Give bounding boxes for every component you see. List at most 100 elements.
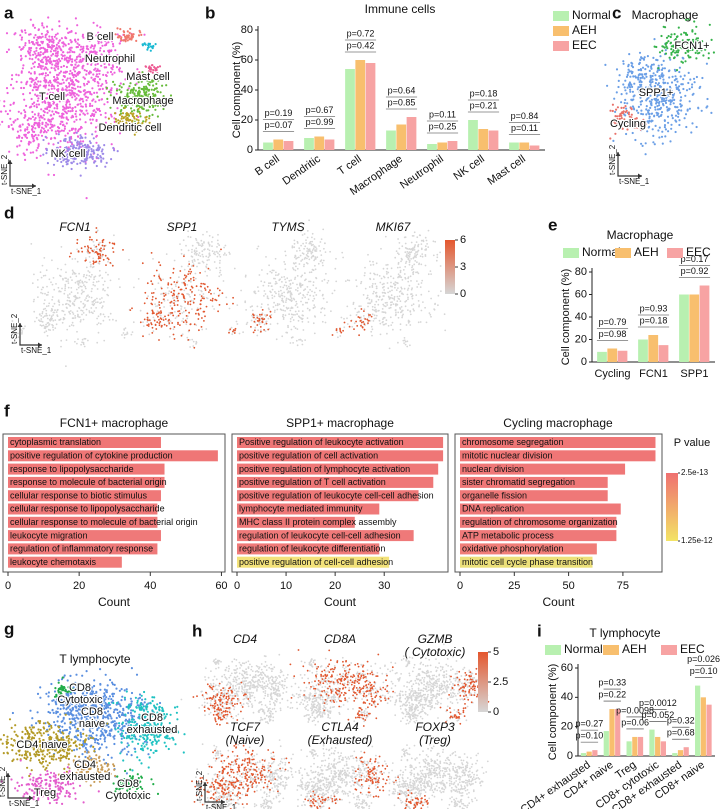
cluster-label: Neutrophil bbox=[85, 53, 135, 65]
colorbar bbox=[478, 652, 488, 712]
cluster-points bbox=[53, 676, 74, 699]
cluster-label: exhausted bbox=[60, 771, 111, 783]
expressing-cells bbox=[439, 667, 490, 725]
term-label: lymphocyte mediated immunity bbox=[239, 504, 363, 514]
p-value: p=0.64 bbox=[388, 85, 416, 95]
cluster-label: naive bbox=[79, 718, 105, 730]
bar bbox=[460, 516, 617, 528]
x-tick-label: 0 bbox=[234, 580, 240, 592]
arrow-head bbox=[5, 773, 33, 801]
cluster-label: Mast cell bbox=[126, 71, 169, 83]
p-value: p=0.99 bbox=[306, 117, 334, 127]
cluster-points bbox=[107, 106, 151, 136]
x-tick-label: 20 bbox=[329, 580, 341, 592]
cluster-points bbox=[0, 713, 109, 778]
cluster-label: CD8 bbox=[81, 706, 103, 718]
bar bbox=[683, 747, 689, 756]
gene-label: FOXP3 bbox=[415, 720, 455, 734]
gene-label: TYMS bbox=[271, 220, 304, 234]
p-value: p=0.42 bbox=[347, 40, 375, 50]
bar bbox=[237, 476, 434, 488]
panel-label: b bbox=[205, 3, 215, 22]
cell-points bbox=[228, 219, 345, 347]
term-label: leukocyte chemotaxis bbox=[10, 557, 97, 567]
x-tick-label: SPP1 bbox=[680, 368, 708, 380]
x-tick-label: 40 bbox=[144, 580, 156, 592]
p-value: p=0.22 bbox=[598, 689, 626, 699]
chart-title: Macrophage bbox=[607, 228, 674, 242]
gene-label: CD4 bbox=[233, 632, 257, 646]
x-axis-label: Count bbox=[324, 595, 357, 609]
term-label: Positive regulation of leukocyte activat… bbox=[239, 437, 404, 447]
p-value: p=0.0012 bbox=[639, 698, 677, 708]
cell-points bbox=[180, 653, 303, 726]
x-tick-label: B cell bbox=[253, 153, 282, 178]
x-axis-label: Count bbox=[542, 595, 575, 609]
bar bbox=[8, 476, 165, 488]
cluster-points bbox=[141, 42, 157, 52]
bar bbox=[365, 63, 376, 150]
bar bbox=[648, 335, 659, 362]
legend-label: Normal bbox=[582, 245, 621, 259]
term-label: positive regulation of cytokine producti… bbox=[10, 450, 173, 460]
bar bbox=[237, 490, 419, 502]
legend-label: AEH bbox=[634, 245, 659, 259]
expressing-cells bbox=[68, 227, 124, 267]
axis-arrow bbox=[9, 160, 36, 187]
expressing-cells bbox=[129, 248, 234, 349]
term-label: regulation of leukocyte cell-cell adhesi… bbox=[239, 530, 401, 540]
bar bbox=[8, 450, 218, 462]
p-value: p=0.32 bbox=[667, 716, 695, 726]
bar bbox=[324, 139, 335, 150]
chart-title: FCN1+ macrophage bbox=[60, 416, 169, 430]
bar bbox=[660, 741, 666, 756]
cell-points bbox=[121, 230, 247, 349]
y-tick-label: 20 bbox=[561, 721, 573, 733]
cluster-label: exhausted bbox=[127, 724, 178, 736]
cluster-points bbox=[609, 103, 647, 140]
y-tick-label: 40 bbox=[241, 84, 253, 96]
cluster-points bbox=[653, 18, 715, 72]
term-label: regulation of inflammatory response bbox=[10, 544, 153, 554]
term-label: positive regulation of lymphocyte activa… bbox=[239, 464, 410, 474]
chart-title: T lymphocyte bbox=[589, 626, 660, 640]
p-value: p=0.0098 bbox=[616, 705, 654, 715]
x-tick-label: FCN1 bbox=[639, 368, 668, 380]
term-label: oxidative phosphorylation bbox=[462, 544, 564, 554]
bar bbox=[699, 285, 710, 362]
term-label: positive regulation of leukocyte cell-ce… bbox=[239, 490, 434, 500]
y-tick-label: 0 bbox=[567, 750, 573, 762]
expressing-cells bbox=[192, 681, 250, 726]
term-label: cytoplasmic translation bbox=[10, 437, 101, 447]
x-tick-label: Dendritic bbox=[280, 153, 323, 188]
y-axis-label: Cell component (%) bbox=[560, 269, 572, 366]
cluster-points bbox=[96, 55, 173, 126]
bar bbox=[386, 130, 396, 150]
gene-label: CTLA4 bbox=[321, 720, 359, 734]
arrow-head bbox=[202, 782, 225, 805]
y-tick-label: 80 bbox=[241, 24, 253, 36]
bar bbox=[283, 141, 294, 150]
gene-label: ( Cytotoxic) bbox=[405, 645, 466, 659]
expressing-cells bbox=[289, 649, 395, 727]
term-label: cellular response to biotic stimulus bbox=[10, 490, 148, 500]
y-tick-label: 60 bbox=[241, 54, 253, 66]
p-value: p=0.98 bbox=[599, 329, 627, 339]
x-tick-label: 10 bbox=[280, 580, 292, 592]
y-tick-label: 40 bbox=[561, 691, 573, 703]
x-tick-label: 0 bbox=[457, 580, 463, 592]
gene-label: MKI67 bbox=[376, 220, 412, 234]
plot-frame bbox=[231, 433, 449, 573]
bar bbox=[460, 503, 621, 515]
cluster-points bbox=[11, 666, 162, 778]
p-value: p=0.21 bbox=[470, 100, 498, 110]
axis-arrow bbox=[617, 152, 642, 177]
legend-label: Normal bbox=[572, 8, 611, 22]
x-tick-label: T cell bbox=[336, 153, 364, 178]
legend-swatch bbox=[661, 645, 677, 655]
bar bbox=[632, 736, 638, 756]
arrow-head bbox=[7, 160, 36, 189]
bar bbox=[706, 704, 712, 756]
legend-swatch bbox=[545, 645, 561, 655]
